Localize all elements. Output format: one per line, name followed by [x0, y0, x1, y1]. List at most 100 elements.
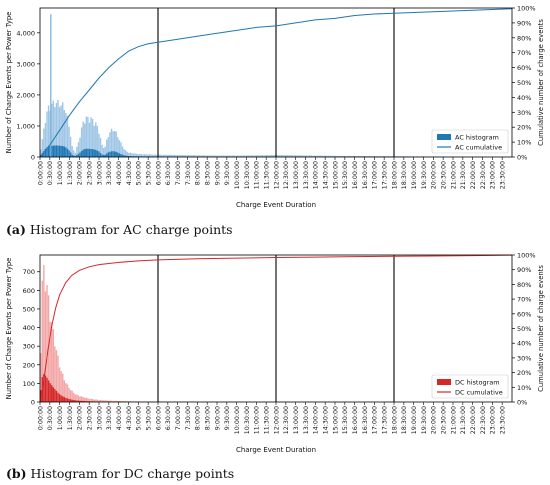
chart2-xtick-label: 6:00:00	[155, 406, 162, 430]
chart1-histogram-bar	[368, 156, 371, 157]
chart2-histogram-bar	[107, 400, 110, 402]
chart2-xtick-label: 4:30:00	[126, 406, 133, 430]
chart1-histogram-bar	[98, 133, 100, 157]
chart1-histogram-bar	[242, 155, 245, 157]
chart1-histogram-bar	[164, 154, 166, 157]
chart1-histogram-bar	[169, 154, 171, 157]
chart2-histogram-bar	[62, 373, 64, 402]
chart2-histogram-bar	[65, 383, 67, 402]
chart1-xtick-label: 11:00:00	[254, 161, 261, 189]
chart1-histogram-bar	[312, 155, 314, 157]
chart1-histogram-bar	[324, 155, 327, 157]
chart1-histogram-bar	[96, 125, 99, 157]
chart1-xtick-label: 14:00:00	[313, 161, 320, 189]
chart1-histogram-bar	[255, 155, 257, 157]
chart1-cumulative-line	[39, 8, 513, 158]
chart2-y2tick-label: 80%	[517, 281, 531, 289]
chart2-histogram-core-bar	[68, 398, 70, 402]
chart1-histogram-bar	[113, 130, 116, 157]
chart1-histogram-bar	[266, 154, 268, 157]
chart1-histogram-bar	[43, 128, 45, 157]
chart1-xtick-label: 6:00:00	[155, 161, 162, 185]
chart2-histogram-core-bar	[77, 400, 80, 402]
chart1-histogram-bar	[367, 156, 369, 157]
chart1-xtick-label: 7:30:00	[185, 161, 192, 185]
chart2-xtick-label: 1:00:00	[57, 406, 64, 430]
chart2-histogram-core-bar	[82, 400, 84, 402]
chart1-histogram-bar	[345, 155, 347, 157]
chart1-histogram-core-bar	[46, 147, 48, 157]
chart1-histogram-core-bar	[60, 145, 62, 157]
chart2-xtick-label: 3:30:00	[106, 406, 113, 430]
chart1-histogram-core-bar	[84, 149, 86, 157]
chart1-histogram-bar	[106, 139, 108, 157]
chart2-histogram-bar	[120, 400, 122, 402]
chart1-xtick-label: 8:00:00	[195, 161, 202, 185]
chart1-histogram-bar	[253, 155, 256, 157]
chart1-histogram-bar	[66, 115, 69, 157]
chart1-histogram-core-bar	[74, 156, 77, 157]
chart2-histogram-bar	[98, 400, 100, 402]
chart2-histogram-core-bar	[69, 399, 72, 402]
chart2-xtick-label: 18:00:00	[391, 406, 398, 434]
chart1-histogram-bar	[99, 138, 102, 157]
chart1-histogram-bar	[69, 136, 72, 157]
chart1-histogram-bar	[126, 151, 128, 157]
chart1-histogram-bar	[202, 155, 204, 157]
chart2-legend-histogram-swatch	[437, 379, 451, 385]
chart1-histogram-bar	[277, 155, 279, 157]
chart2-y-axis-label: Number of Charge Events per Power Type	[5, 258, 13, 400]
chart1-histogram-core-bar	[129, 156, 132, 157]
chart2-histogram-bar	[85, 397, 88, 402]
chart1-histogram-bar	[323, 155, 325, 157]
chart1-histogram-bar	[334, 155, 336, 157]
chart1-y2tick-label: 40%	[517, 94, 531, 102]
chart1-histogram-bar	[131, 153, 133, 157]
chart2-xtick-label: 21:00:00	[450, 406, 457, 434]
chart1-histogram-core-bar	[109, 151, 111, 157]
chart1-histogram-bar	[102, 148, 105, 157]
chart1-histogram-core-bar	[88, 148, 91, 157]
chart1-histogram-bar	[269, 155, 272, 157]
chart1-histogram-bar	[342, 155, 344, 157]
chart1-histogram-core-bar	[63, 146, 66, 157]
chart1-histogram-bar	[213, 155, 215, 157]
chart1-histogram-bar	[104, 146, 106, 157]
chart1-histogram-bar	[137, 154, 139, 157]
chart2-histogram-core-bar	[79, 400, 81, 402]
chart1-xtick-label: 11:30:00	[263, 161, 270, 189]
chart2-xtick-label: 17:00:00	[372, 406, 379, 434]
chart2-xtick-label: 9:00:00	[214, 406, 221, 430]
chart1-histogram-bar	[156, 154, 158, 157]
chart1-histogram-bar	[192, 155, 195, 157]
chart2-xtick-label: 13:30:00	[303, 406, 310, 434]
chart1-xtick-label: 19:30:00	[421, 161, 428, 189]
chart1-histogram-bar	[134, 153, 136, 157]
chart1-histogram-bar	[228, 155, 231, 157]
chart1-histogram-bar	[140, 154, 143, 157]
chart2-xtick-label: 12:30:00	[283, 406, 290, 434]
chart1-histogram-core-bar	[124, 155, 127, 157]
chart1-histogram-core-bar	[71, 154, 73, 157]
chart1-histogram-bar	[161, 154, 163, 157]
chart2-histogram-bar	[118, 401, 121, 402]
chart2-histogram-bar	[91, 398, 94, 402]
chart2-histogram-core-bar	[85, 401, 88, 402]
caption-a: (a) Histogram for AC charge points	[6, 222, 233, 237]
chart2-xtick-label: 12:00:00	[273, 406, 280, 434]
chart1-histogram-core-bar	[112, 151, 114, 157]
chart1-histogram-bar	[360, 156, 363, 157]
chart1-histogram-core-bar	[115, 151, 117, 157]
chart2-ytick-label: 500	[23, 305, 35, 313]
chart1-histogram-bar	[227, 155, 229, 157]
chart1-histogram-bar	[93, 125, 95, 157]
chart2-histogram-core-bar	[71, 399, 73, 402]
chart2-histogram-bar	[71, 390, 73, 402]
chart1-histogram-bar	[151, 154, 154, 157]
chart2-y2tick-label: 0%	[517, 399, 527, 407]
chart1-histogram-bar	[167, 154, 169, 157]
chart2-xtick-label: 5:30:00	[145, 406, 152, 430]
chart2-histogram-bar	[115, 400, 117, 402]
chart2-histogram-bar	[95, 399, 97, 402]
chart1-xtick-label: 1:00:00	[57, 161, 64, 185]
